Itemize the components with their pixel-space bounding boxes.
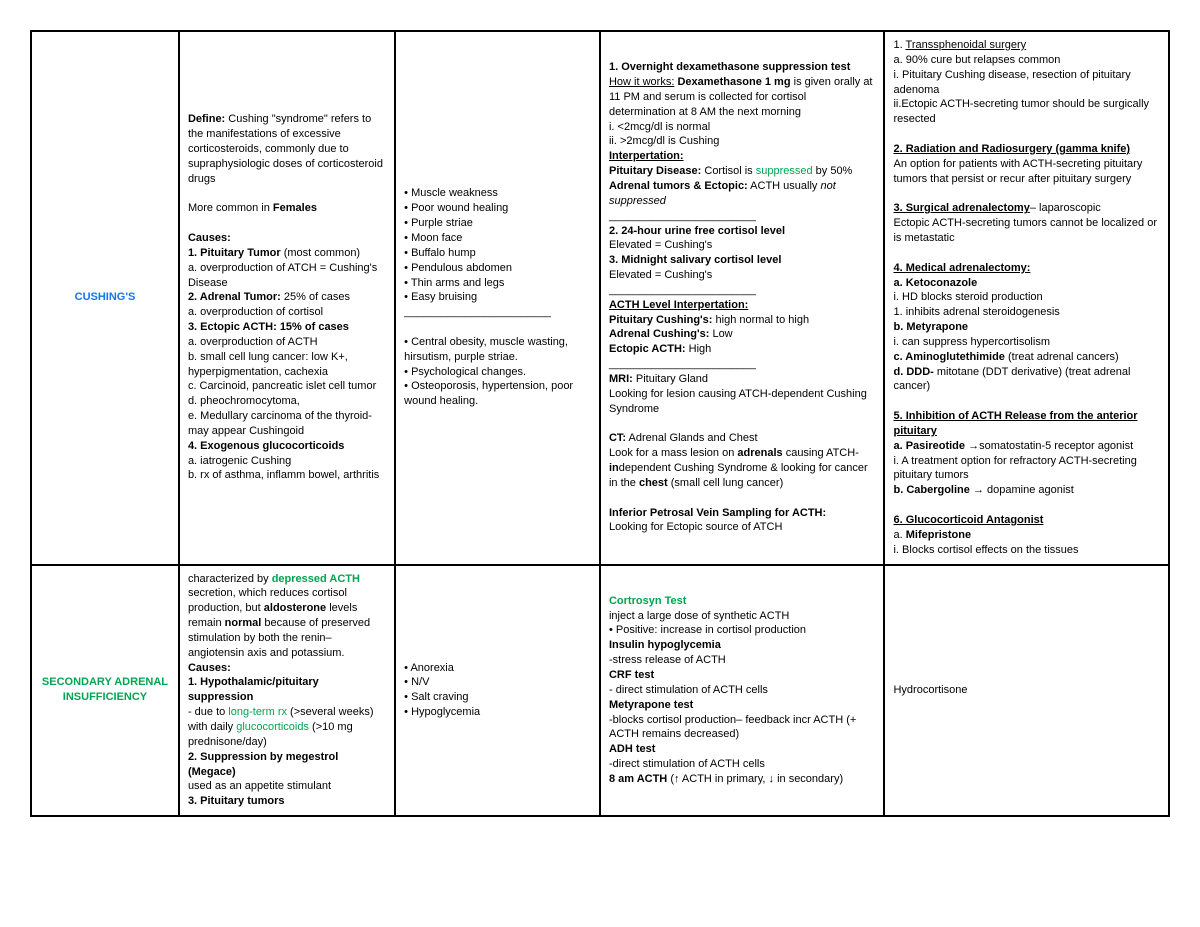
- symptoms-cell: • Anorexia• N/V• Salt craving• Hypoglyce…: [395, 565, 600, 817]
- definition-cell: Define: Cushing "syndrome" refers to the…: [179, 31, 395, 565]
- table-row: CUSHING'S Define: Cushing "syndrome" ref…: [31, 31, 1169, 565]
- row-title: CUSHING'S: [75, 291, 136, 303]
- table-body: CUSHING'S Define: Cushing "syndrome" ref…: [31, 31, 1169, 816]
- row-header: SECONDARY ADRENAL INSUFFICIENCY: [31, 565, 179, 817]
- treatment-cell: Hydrocortisone: [884, 565, 1169, 817]
- treatment-cell: 1. Transsphenoidal surgerya. 90% cure bu…: [884, 31, 1169, 565]
- symptoms-cell: • Muscle weakness• Poor wound healing• P…: [395, 31, 600, 565]
- definition-cell: characterized by depressed ACTH secretio…: [179, 565, 395, 817]
- diagnosis-cell: Cortrosyn Testinject a large dose of syn…: [600, 565, 885, 817]
- medical-reference-table: CUSHING'S Define: Cushing "syndrome" ref…: [30, 30, 1170, 817]
- row-title: SECONDARY ADRENAL INSUFFICIENCY: [42, 676, 168, 703]
- row-header: CUSHING'S: [31, 31, 179, 565]
- table-row: SECONDARY ADRENAL INSUFFICIENCY characte…: [31, 565, 1169, 817]
- diagnosis-cell: 1. Overnight dexamethasone suppression t…: [600, 31, 885, 565]
